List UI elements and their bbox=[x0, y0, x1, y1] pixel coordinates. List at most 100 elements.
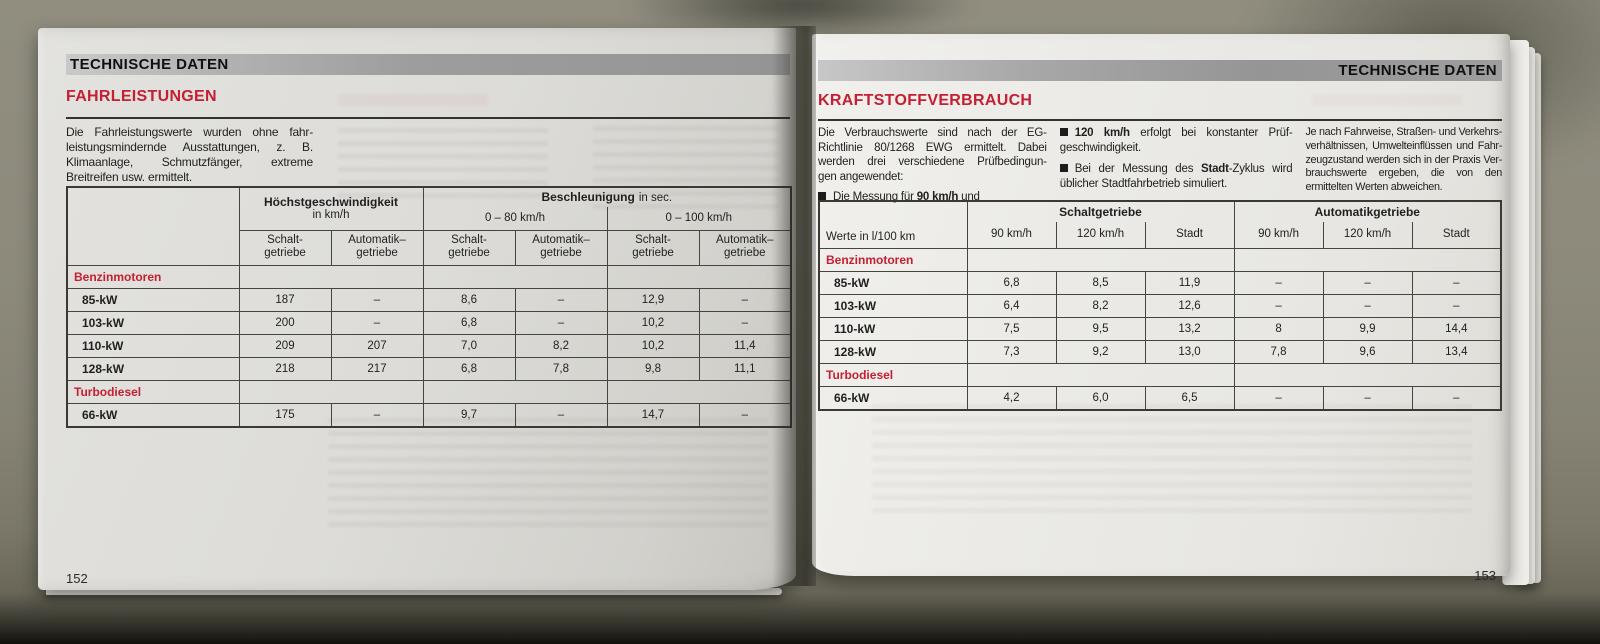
page-header-label: TECHNISCHE DATEN bbox=[70, 56, 229, 73]
intro-paragraph: Je nach Fahrweise, Straßen- und Verkehrs… bbox=[1305, 126, 1502, 195]
section-title: KRAFTSTOFFVERBRAUCH bbox=[818, 92, 1033, 109]
row-label: 85-kW bbox=[66, 288, 240, 312]
col-120kmh: 120 km/h bbox=[1322, 222, 1413, 249]
value-cell: 11,4 bbox=[698, 334, 792, 358]
value-cell: – bbox=[514, 403, 608, 428]
empty-cell bbox=[966, 248, 1235, 272]
text-line: gen angewendet: bbox=[818, 170, 904, 183]
text-line: Breitreifen usw. ermittelt. bbox=[66, 170, 192, 184]
column-group-max-speed: Höchstgeschwindigkeit in km/h bbox=[238, 186, 424, 231]
value-cell: – bbox=[514, 288, 608, 312]
units-label-cell: Werte in l/100 km bbox=[818, 200, 968, 249]
empty-cell bbox=[238, 380, 424, 404]
right-page: TECHNISCHE DATEN KRAFTSTOFFVERBRAUCH Die… bbox=[812, 34, 1510, 583]
col-90kmh: 90 km/h bbox=[1233, 222, 1324, 249]
value-cell: 6,5 bbox=[1144, 386, 1235, 411]
value-cell: – bbox=[1322, 386, 1413, 411]
value-cell: – bbox=[1322, 271, 1413, 295]
page-number: 153 bbox=[1474, 568, 1496, 583]
data-row-103-kW: 103-kW 200–6,8–10,2– bbox=[66, 311, 792, 335]
column-group-acceleration: Beschleunigung in sec. bbox=[422, 186, 792, 207]
value-cell: 6,4 bbox=[966, 294, 1057, 318]
group-title: Beschleunigung bbox=[541, 189, 635, 204]
value-cell: – bbox=[698, 311, 792, 335]
data-row-128-kW: 128-kW 218 217 6,8 7,8 9,8 11,1 bbox=[66, 357, 792, 381]
value-cell: 209 bbox=[238, 334, 332, 358]
data-row-110-kW: 110-kW 7,5 9,5 13,2 8 9,9 14,4 bbox=[818, 317, 1502, 341]
col-stadt: Stadt bbox=[1144, 222, 1235, 249]
intro-columns: Die Verbrauchswerte sind nach der EG- Ric… bbox=[818, 126, 1502, 205]
bullet-strong: Stadt bbox=[1201, 163, 1229, 175]
bullet-item: Bei der Messung des Stadt-Zyklus wird üb… bbox=[1059, 162, 1293, 191]
value-cell: – bbox=[1411, 271, 1502, 295]
value-cell: 8,2 bbox=[514, 334, 608, 358]
col-90kmh: 90 km/h bbox=[966, 222, 1057, 249]
value-cell: – bbox=[698, 288, 792, 312]
data-row-103-kW: 103-kW 6,4 8,2 12,6– – – bbox=[818, 294, 1502, 318]
value-cell: – bbox=[1411, 386, 1502, 411]
square-bullet-icon bbox=[1059, 128, 1068, 136]
value-cell: 207 bbox=[330, 334, 424, 358]
data-row-128-kW: 128-kW 7,3 9,2 13,0 7,8 9,6 13,4 bbox=[818, 340, 1502, 364]
value-cell: 9,9 bbox=[1322, 317, 1413, 341]
value-cell: 10,2 bbox=[606, 311, 700, 335]
group-unit: in sec. bbox=[638, 191, 673, 204]
value-cell: 13,0 bbox=[1144, 340, 1235, 364]
value-cell: – bbox=[330, 288, 424, 312]
text-line: zeugzustand werden sich in der Praxis Ve… bbox=[1305, 153, 1502, 166]
square-bullet-icon bbox=[818, 192, 826, 200]
row-label: Turbodiesel bbox=[818, 363, 968, 387]
value-cell: 7,5 bbox=[966, 317, 1057, 341]
value-cell: – bbox=[1233, 294, 1324, 318]
col-stadt: Stadt bbox=[1411, 222, 1502, 249]
range-0-100: 0 – 100 km/h bbox=[606, 207, 792, 231]
value-cell: 8,2 bbox=[1055, 294, 1146, 318]
col-automatic: Automatik– getriebe bbox=[698, 230, 792, 266]
text-line: ermittelten Werten abweichen. bbox=[1305, 181, 1443, 194]
row-label: 110-kW bbox=[818, 317, 968, 341]
row-label: 103-kW bbox=[818, 294, 968, 318]
data-row-110-kW: 110-kW 209 207 7,0 8,2 10,2 11,4 bbox=[66, 334, 792, 358]
value-cell: 12,9 bbox=[606, 288, 700, 312]
square-bullet-icon bbox=[1059, 164, 1068, 172]
header-bar: TECHNISCHE DATEN bbox=[818, 60, 1502, 81]
bleed-through-smudge bbox=[338, 94, 488, 106]
intro-paragraph: Die Verbrauchswerte sind nach der EG- Ric… bbox=[818, 126, 1047, 184]
bullet-text: geschwindigkeit. bbox=[1059, 141, 1141, 154]
row-label: 85-kW bbox=[818, 271, 968, 295]
text-line: verhältnissen, Umwelteinflüssen und Fahr… bbox=[1305, 139, 1502, 152]
value-cell: 13,4 bbox=[1411, 340, 1502, 364]
row-label: 103-kW bbox=[66, 311, 240, 335]
value-cell: 14,7 bbox=[606, 403, 700, 428]
value-cell: 9,2 bbox=[1055, 340, 1146, 364]
data-row-85-kW: 85-kW 6,8 8,5 11,9– – – bbox=[818, 271, 1502, 295]
value-cell: 200 bbox=[238, 311, 332, 335]
page-header-label: TECHNISCHE DATEN bbox=[1338, 62, 1497, 79]
bleed-through-smudge bbox=[1312, 94, 1462, 106]
table-header-row: Höchstgeschwindigkeit in km/h Beschleuni… bbox=[66, 186, 792, 266]
row-label: 128-kW bbox=[66, 357, 240, 381]
performance-table: Höchstgeschwindigkeit in km/h Beschleuni… bbox=[66, 186, 793, 428]
text-line: leistungsmindernde Ausstattungen, z. B. bbox=[66, 140, 313, 154]
data-row-66-kW: 66-kW 4,2 6,0 6,5– – – bbox=[818, 386, 1502, 411]
empty-cell bbox=[966, 363, 1235, 387]
value-cell: 8 bbox=[1233, 317, 1324, 341]
value-cell: – bbox=[1322, 294, 1413, 318]
col-manual: Schalt- getriebe bbox=[422, 230, 516, 266]
fuel-consumption-table: Werte in l/100 km Schaltgetriebe Automat… bbox=[818, 200, 1503, 411]
bleed-through-smudge bbox=[328, 418, 768, 528]
column-group-automatic: Automatikgetriebe bbox=[1233, 200, 1502, 222]
bullet-text: üblicher Stadtfahrbetrieb simuliert. bbox=[1059, 177, 1228, 190]
value-cell: 9,5 bbox=[1055, 317, 1146, 341]
value-cell: 6,8 bbox=[966, 271, 1057, 295]
text-line: Die Fahrleistungswerte wurden ohne fahr- bbox=[66, 125, 313, 139]
column-group-manual: Schaltgetriebe bbox=[966, 200, 1235, 222]
value-cell: 6,8 bbox=[422, 357, 516, 381]
value-cell: 187 bbox=[238, 288, 332, 312]
value-cell: 175 bbox=[238, 403, 332, 428]
value-cell: – bbox=[330, 311, 424, 335]
text-line: werden drei verschiedene Prüfbedingun- bbox=[818, 156, 1047, 168]
value-cell: 8,5 bbox=[1055, 271, 1146, 295]
row-label: 110-kW bbox=[66, 334, 240, 358]
